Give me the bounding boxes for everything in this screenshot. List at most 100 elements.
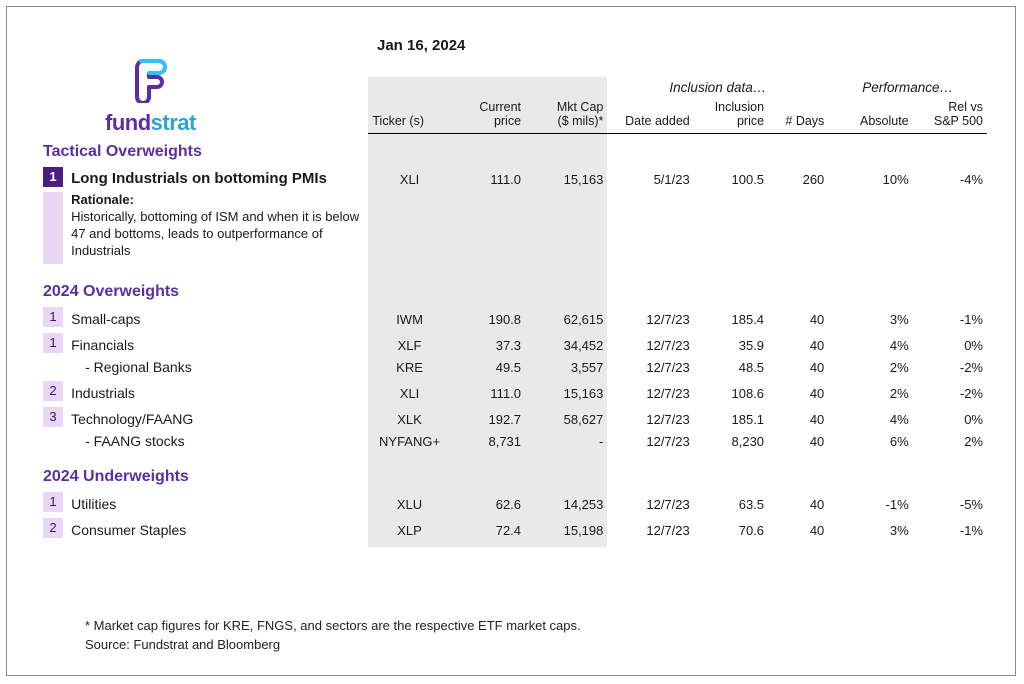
- rank-cell: 1: [39, 164, 67, 190]
- cell-date: 12/7/23: [607, 430, 693, 452]
- row-name: - Regional Banks: [67, 356, 368, 378]
- cell-date: 12/7/23: [607, 378, 693, 404]
- cell-ticker: XLK: [368, 404, 450, 430]
- tactical-section-title: Tactical Overweights: [39, 133, 368, 164]
- column-header-row: Ticker (s) Current price Mkt Cap ($ mils…: [39, 97, 987, 133]
- cell-rel: 2%: [913, 430, 987, 452]
- cell-mcap: 14,253: [525, 489, 607, 515]
- row-name: Industrials: [67, 378, 368, 404]
- col-inclusion-price: Inclusion price: [694, 97, 768, 133]
- cell-mcap: 34,452: [525, 330, 607, 356]
- cell-mcap: -: [525, 430, 607, 452]
- col-date-added: Date added: [607, 97, 693, 133]
- report-date: Jan 16, 2024: [377, 37, 465, 54]
- table-row: - Regional BanksKRE49.53,55712/7/2348.54…: [39, 356, 987, 378]
- cell-price: 62.6: [451, 489, 525, 515]
- cell-abs: 3%: [828, 515, 912, 541]
- cell-abs: 3%: [828, 304, 912, 330]
- section-header-row: 2024 Underweights: [39, 458, 987, 489]
- rank-cell: [39, 430, 67, 452]
- row-name: Financials: [67, 330, 368, 356]
- table-row: 1UtilitiesXLU62.614,25312/7/2363.540-1%-…: [39, 489, 987, 515]
- cell-rel: -2%: [913, 356, 987, 378]
- cell-rel: 0%: [913, 404, 987, 430]
- row-name: Long Industrials on bottoming PMIs: [67, 164, 368, 190]
- rank-cell: 3: [39, 404, 67, 430]
- allocations-table: Inclusion data… Performance… Ticker (s) …: [39, 77, 987, 547]
- performance-group-header: Performance…: [828, 77, 987, 97]
- row-name: Small-caps: [67, 304, 368, 330]
- cell-days: 40: [768, 330, 828, 356]
- cell-days: 40: [768, 304, 828, 330]
- cell-date: 12/7/23: [607, 404, 693, 430]
- rank-cell: [39, 356, 67, 378]
- cell-ticker: XLP: [368, 515, 450, 541]
- cell-days: 40: [768, 404, 828, 430]
- cell-rel: -4%: [913, 164, 987, 190]
- cell-iprice: 8,230: [694, 430, 768, 452]
- rank-cell: 1: [39, 304, 67, 330]
- footnote-line1: * Market cap figures for KRE, FNGS, and …: [85, 617, 581, 636]
- cell-iprice: 185.1: [694, 404, 768, 430]
- cell-mcap: 15,198: [525, 515, 607, 541]
- col-days: # Days: [768, 97, 828, 133]
- cell-rel: 0%: [913, 330, 987, 356]
- cell-ticker: IWM: [368, 304, 450, 330]
- uw2024-section-title: 2024 Underweights: [39, 458, 368, 489]
- cell-date: 5/1/23: [607, 164, 693, 190]
- cell-ticker: XLI: [368, 378, 450, 404]
- cell-abs: 2%: [828, 378, 912, 404]
- report-page: Jan 16, 2024 fundstrat Inclusion data… P…: [6, 6, 1016, 676]
- cell-rel: -2%: [913, 378, 987, 404]
- cell-mcap: 15,163: [525, 378, 607, 404]
- footnote: * Market cap figures for KRE, FNGS, and …: [85, 617, 581, 655]
- cell-price: 8,731: [451, 430, 525, 452]
- cell-date: 12/7/23: [607, 356, 693, 378]
- cell-date: 12/7/23: [607, 489, 693, 515]
- cell-ticker: NYFANG+: [368, 430, 450, 452]
- cell-price: 190.8: [451, 304, 525, 330]
- cell-days: 40: [768, 489, 828, 515]
- col-rel-sp500: Rel vs S&P 500: [913, 97, 987, 133]
- cell-price: 72.4: [451, 515, 525, 541]
- rationale-bar: [43, 192, 63, 264]
- ow2024-section-title: 2024 Overweights: [39, 273, 368, 304]
- section-header-row: Tactical Overweights: [39, 133, 987, 164]
- rank-cell: 1: [39, 489, 67, 515]
- inclusion-group-header: Inclusion data…: [607, 77, 828, 97]
- cell-abs: 6%: [828, 430, 912, 452]
- rank-cell: 2: [39, 515, 67, 541]
- cell-abs: 10%: [828, 164, 912, 190]
- rank-cell: 1: [39, 330, 67, 356]
- col-mkt-cap: Mkt Cap ($ mils)*: [525, 97, 607, 133]
- cell-abs: 2%: [828, 356, 912, 378]
- cell-iprice: 48.5: [694, 356, 768, 378]
- cell-abs: 4%: [828, 330, 912, 356]
- cell-price: 111.0: [451, 378, 525, 404]
- cell-days: 40: [768, 430, 828, 452]
- table-row: - FAANG stocksNYFANG+8,731-12/7/238,2304…: [39, 430, 987, 452]
- cell-iprice: 108.6: [694, 378, 768, 404]
- cell-ticker: XLU: [368, 489, 450, 515]
- cell-price: 37.3: [451, 330, 525, 356]
- cell-mcap: 58,627: [525, 404, 607, 430]
- cell-days: 40: [768, 515, 828, 541]
- col-absolute: Absolute: [828, 97, 912, 133]
- cell-iprice: 63.5: [694, 489, 768, 515]
- cell-iprice: 70.6: [694, 515, 768, 541]
- cell-abs: -1%: [828, 489, 912, 515]
- cell-mcap: 15,163: [525, 164, 607, 190]
- cell-ticker: XLI: [368, 164, 450, 190]
- cell-iprice: 35.9: [694, 330, 768, 356]
- cell-date: 12/7/23: [607, 330, 693, 356]
- cell-days: 260: [768, 164, 828, 190]
- cell-mcap: 62,615: [525, 304, 607, 330]
- cell-date: 12/7/23: [607, 304, 693, 330]
- cell-days: 40: [768, 378, 828, 404]
- cell-rel: -5%: [913, 489, 987, 515]
- footnote-line2: Source: Fundstrat and Bloomberg: [85, 636, 581, 655]
- cell-rel: -1%: [913, 304, 987, 330]
- cell-iprice: 100.5: [694, 164, 768, 190]
- cell-date: 12/7/23: [607, 515, 693, 541]
- row-name: Consumer Staples: [67, 515, 368, 541]
